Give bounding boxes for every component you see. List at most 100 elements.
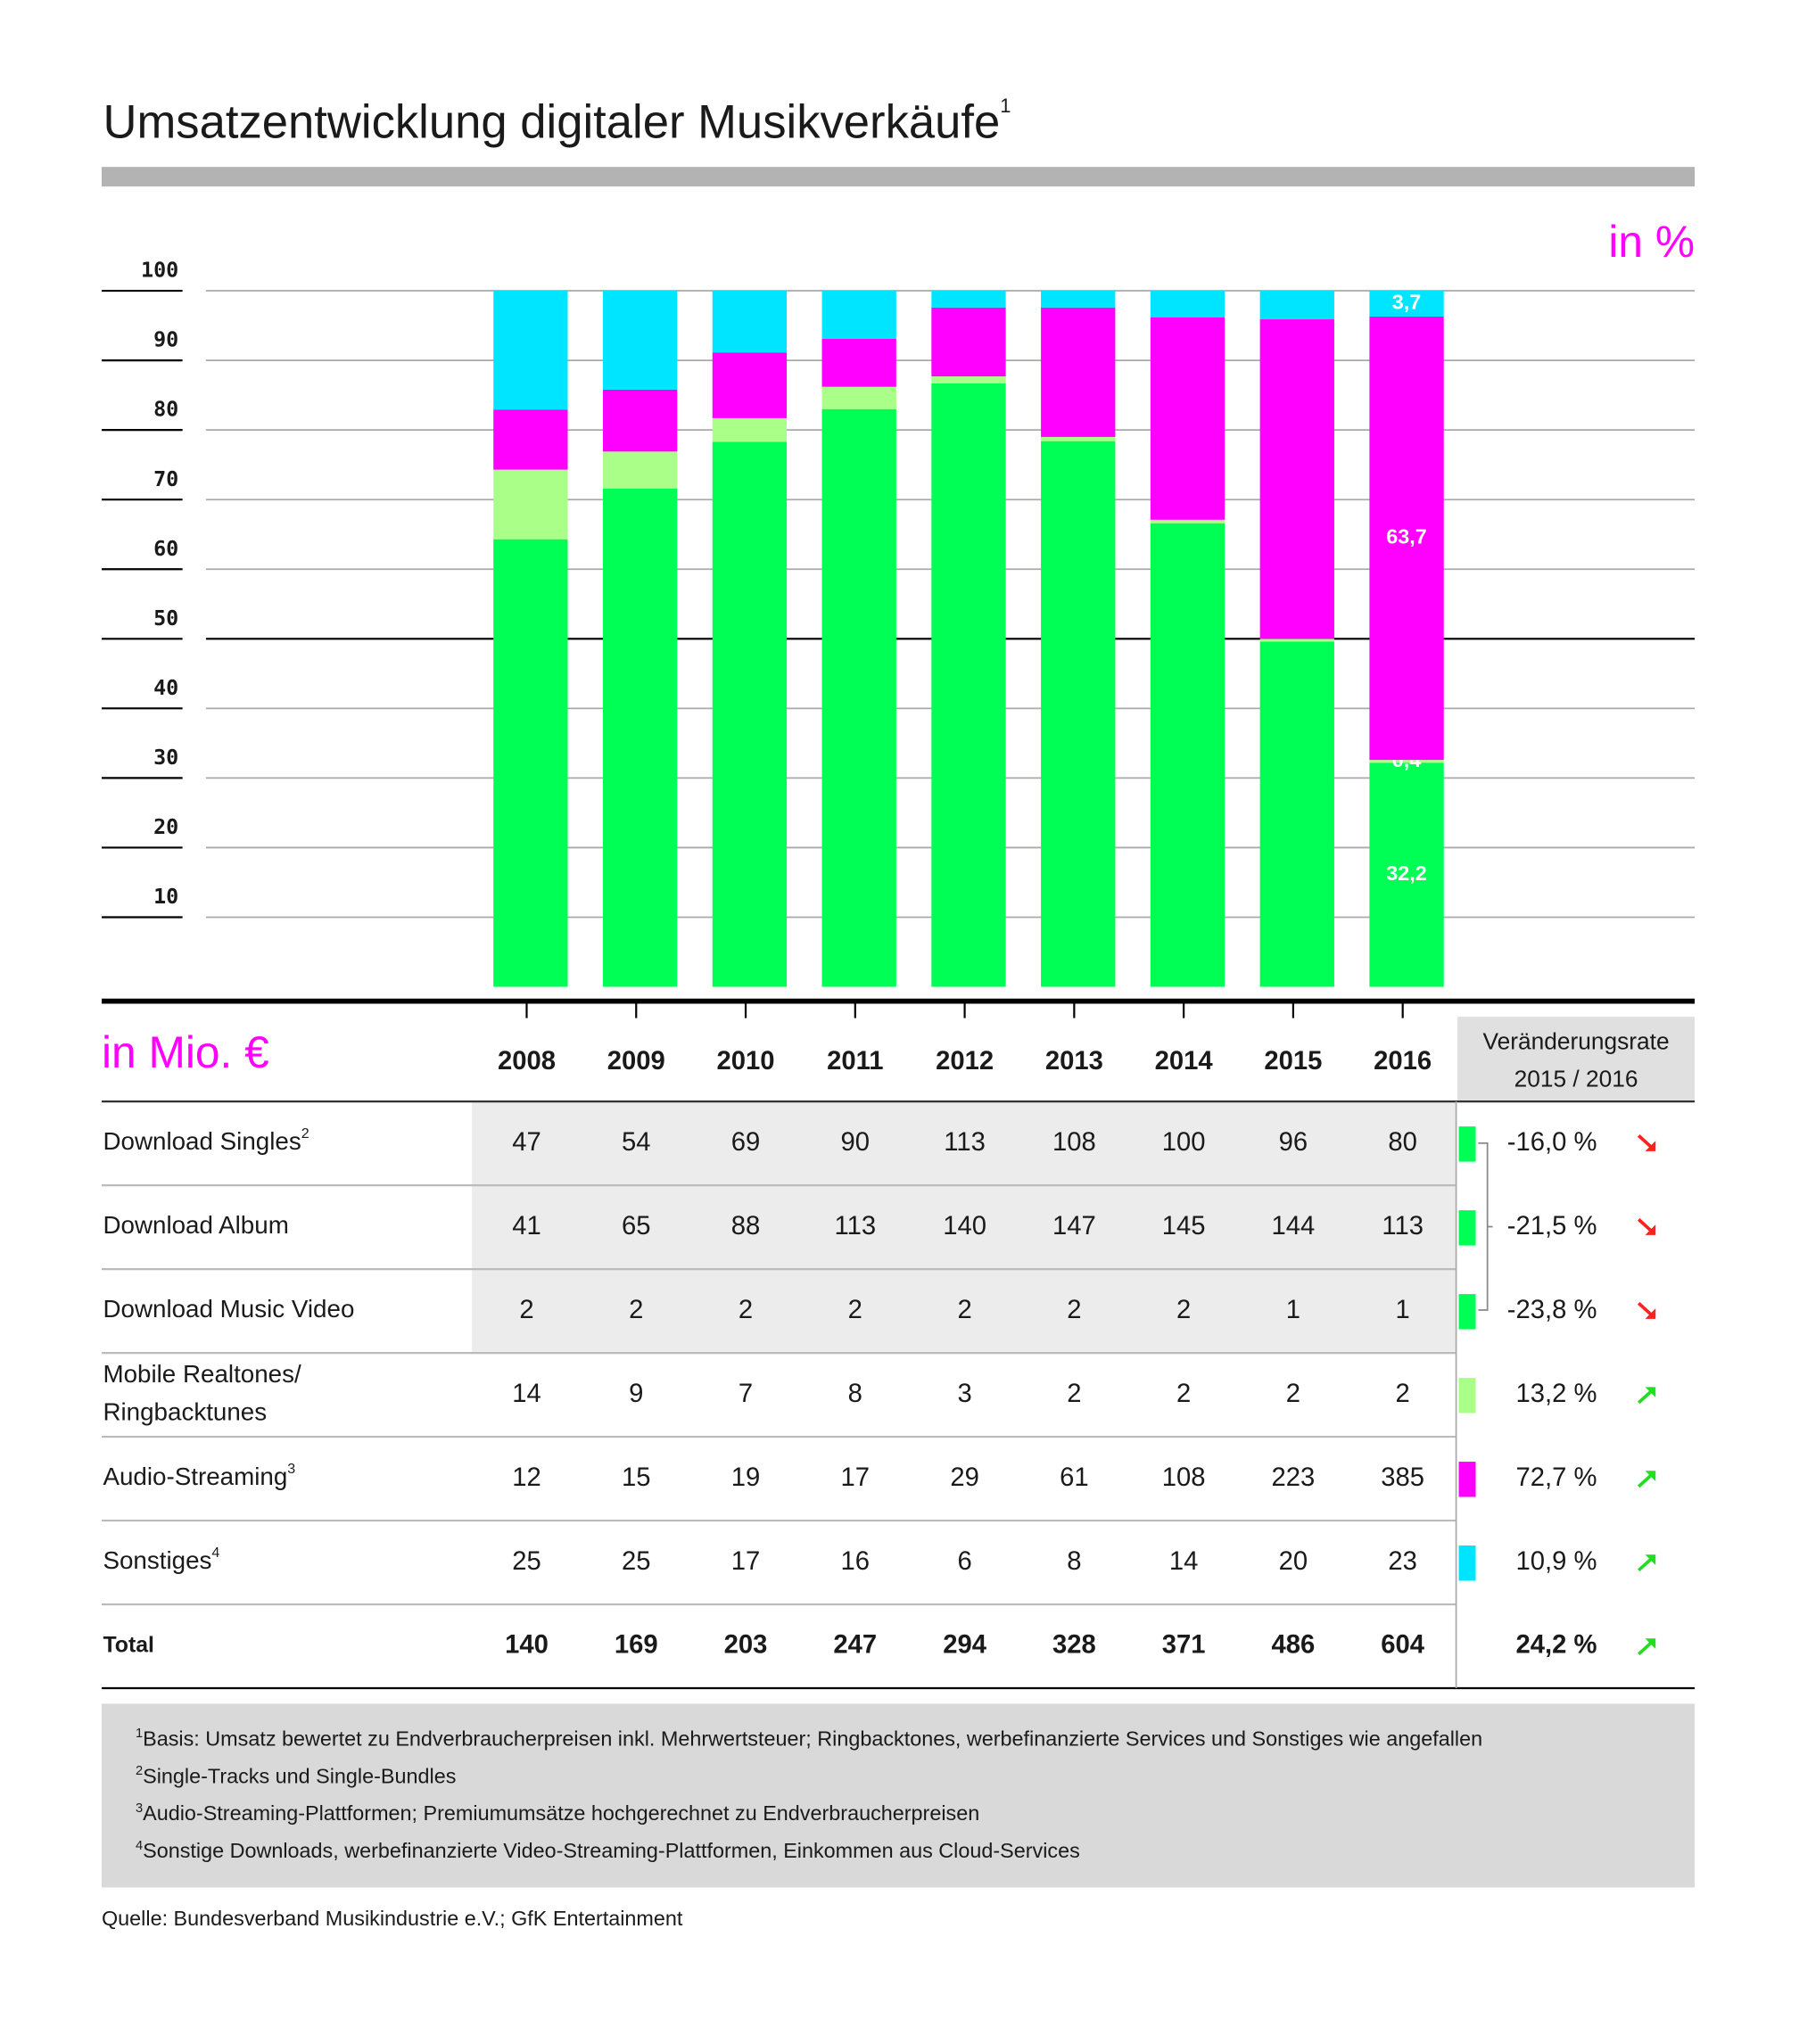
column-header: 2016: [1374, 1047, 1432, 1076]
footnote-mark: 2: [136, 1764, 143, 1778]
trend-arrow-head: [1645, 1638, 1656, 1649]
cell-value: 385: [1381, 1463, 1424, 1492]
cell-value: 2: [1067, 1380, 1081, 1408]
change-value: -21,5 %: [1507, 1212, 1597, 1240]
bar-segment: [1259, 639, 1334, 642]
cell-value: 16: [841, 1547, 871, 1576]
cell-value: 69: [731, 1128, 761, 1157]
change-header-bg: [1457, 1017, 1696, 1102]
color-swatch: [1458, 1462, 1476, 1497]
row-label: Download Singles2: [103, 1125, 309, 1155]
cell-value: 14: [1169, 1547, 1199, 1576]
cell-value: 41: [512, 1212, 541, 1240]
trend-arrow-head: [1645, 1141, 1656, 1151]
bar-segment: [931, 307, 1006, 377]
row-label-text: Download Singles: [103, 1127, 301, 1155]
cell-value: 19: [731, 1463, 761, 1492]
bar-segment: [493, 539, 568, 987]
footnote-text: Basis: Umsatz bewertet zu Endverbraucher…: [143, 1727, 1482, 1751]
cell-value: 113: [944, 1128, 986, 1157]
bar-segment: [821, 338, 896, 387]
bar-segment: [493, 291, 568, 410]
footnote-mark: 4: [136, 1839, 143, 1853]
y-tick-label: 70: [153, 466, 178, 491]
bar-segment: [602, 389, 678, 452]
row-label: Download Album: [103, 1211, 288, 1239]
bar-segment: [493, 409, 568, 470]
chart-layer: 10203040506070809010032,20,463,73,720082…: [102, 258, 1696, 1930]
bar-segment: [1369, 316, 1444, 761]
cell-value: 88: [731, 1212, 761, 1240]
column-header: 2015: [1264, 1047, 1322, 1076]
y-tick-label: 40: [153, 675, 178, 700]
cell-value: 145: [1162, 1212, 1206, 1240]
bar-segment: [1259, 319, 1334, 639]
column-header: 2008: [498, 1047, 556, 1076]
total-value: 294: [943, 1631, 987, 1660]
color-swatch: [1458, 1294, 1476, 1330]
cell-value: 2: [1067, 1296, 1081, 1324]
cell-value: 108: [1052, 1128, 1096, 1157]
change-value: -16,0 %: [1507, 1128, 1597, 1157]
total-value: 140: [505, 1631, 549, 1660]
cell-value: 65: [622, 1212, 651, 1240]
total-value: 247: [833, 1631, 877, 1660]
row-label-text: Mobile Realtones/: [103, 1360, 301, 1388]
cell-value: 1: [1286, 1296, 1300, 1324]
cell-value: 12: [512, 1463, 541, 1492]
bar-segment: [1150, 519, 1225, 523]
cell-value: 2: [1286, 1380, 1300, 1408]
y-tick-label: 100: [141, 258, 178, 283]
footnote: 1Basis: Umsatz bewertet zu Endverbrauche…: [136, 1727, 1482, 1751]
row-label-text: Download Album: [103, 1211, 288, 1239]
cell-value: 2: [739, 1296, 753, 1324]
bar-segment: [1150, 291, 1225, 317]
cell-value: 7: [739, 1380, 753, 1408]
total-change: 24,2 %: [1515, 1631, 1597, 1660]
bar-segment: [1369, 291, 1444, 317]
title-bar: [102, 167, 1696, 187]
cell-value: 2: [957, 1296, 971, 1324]
color-swatch: [1458, 1545, 1476, 1581]
row-label-text: Ringbacktunes: [103, 1398, 267, 1426]
y-tick-label: 80: [153, 397, 178, 422]
bar-segment: [1369, 762, 1444, 987]
row-label-sup: 2: [301, 1125, 309, 1142]
trend-arrow-head: [1645, 1471, 1656, 1481]
bar-segment: [602, 451, 678, 489]
bar-segment: [1259, 641, 1334, 987]
trend-arrow-head: [1645, 1224, 1656, 1235]
source: Quelle: Bundesverband Musikindustrie e.V…: [102, 1907, 683, 1930]
bar-segment: [1150, 523, 1225, 987]
change-header: 2015 / 2016: [1514, 1066, 1638, 1092]
column-header: 2014: [1155, 1047, 1214, 1076]
footnote-text: Single-Tracks und Single-Bundles: [143, 1764, 456, 1787]
cell-value: 140: [943, 1212, 986, 1240]
cell-value: 17: [731, 1547, 761, 1576]
bar-segment: [931, 383, 1006, 987]
column-header: 2009: [607, 1047, 665, 1076]
y-tick-label: 10: [153, 884, 178, 909]
cell-value: 108: [1162, 1463, 1206, 1492]
cell-value: 54: [622, 1128, 651, 1157]
color-swatch: [1458, 1126, 1476, 1162]
cell-value: 61: [1060, 1463, 1089, 1492]
change-value: 10,9 %: [1515, 1547, 1597, 1576]
download-rows-bg: [472, 1101, 1457, 1352]
y-tick-label: 30: [153, 745, 178, 770]
cell-value: 96: [1279, 1128, 1308, 1157]
y-tick-label: 90: [153, 327, 178, 352]
cell-value: 8: [1067, 1547, 1081, 1576]
bar-segment: [1041, 307, 1116, 437]
data-label: 32,2: [1386, 861, 1427, 885]
bar-segment: [712, 441, 788, 987]
bar-segment: [1369, 760, 1444, 763]
cell-value: 25: [622, 1547, 651, 1576]
cell-value: 23: [1388, 1547, 1417, 1576]
download-bracket: [1478, 1142, 1493, 1311]
y-tick-label: 20: [153, 814, 178, 839]
bar-segment: [821, 408, 896, 987]
bar-segment: [931, 376, 1006, 383]
row-label-text: Audio-Streaming: [103, 1463, 287, 1490]
unit-annotation: in %: [1608, 217, 1695, 267]
